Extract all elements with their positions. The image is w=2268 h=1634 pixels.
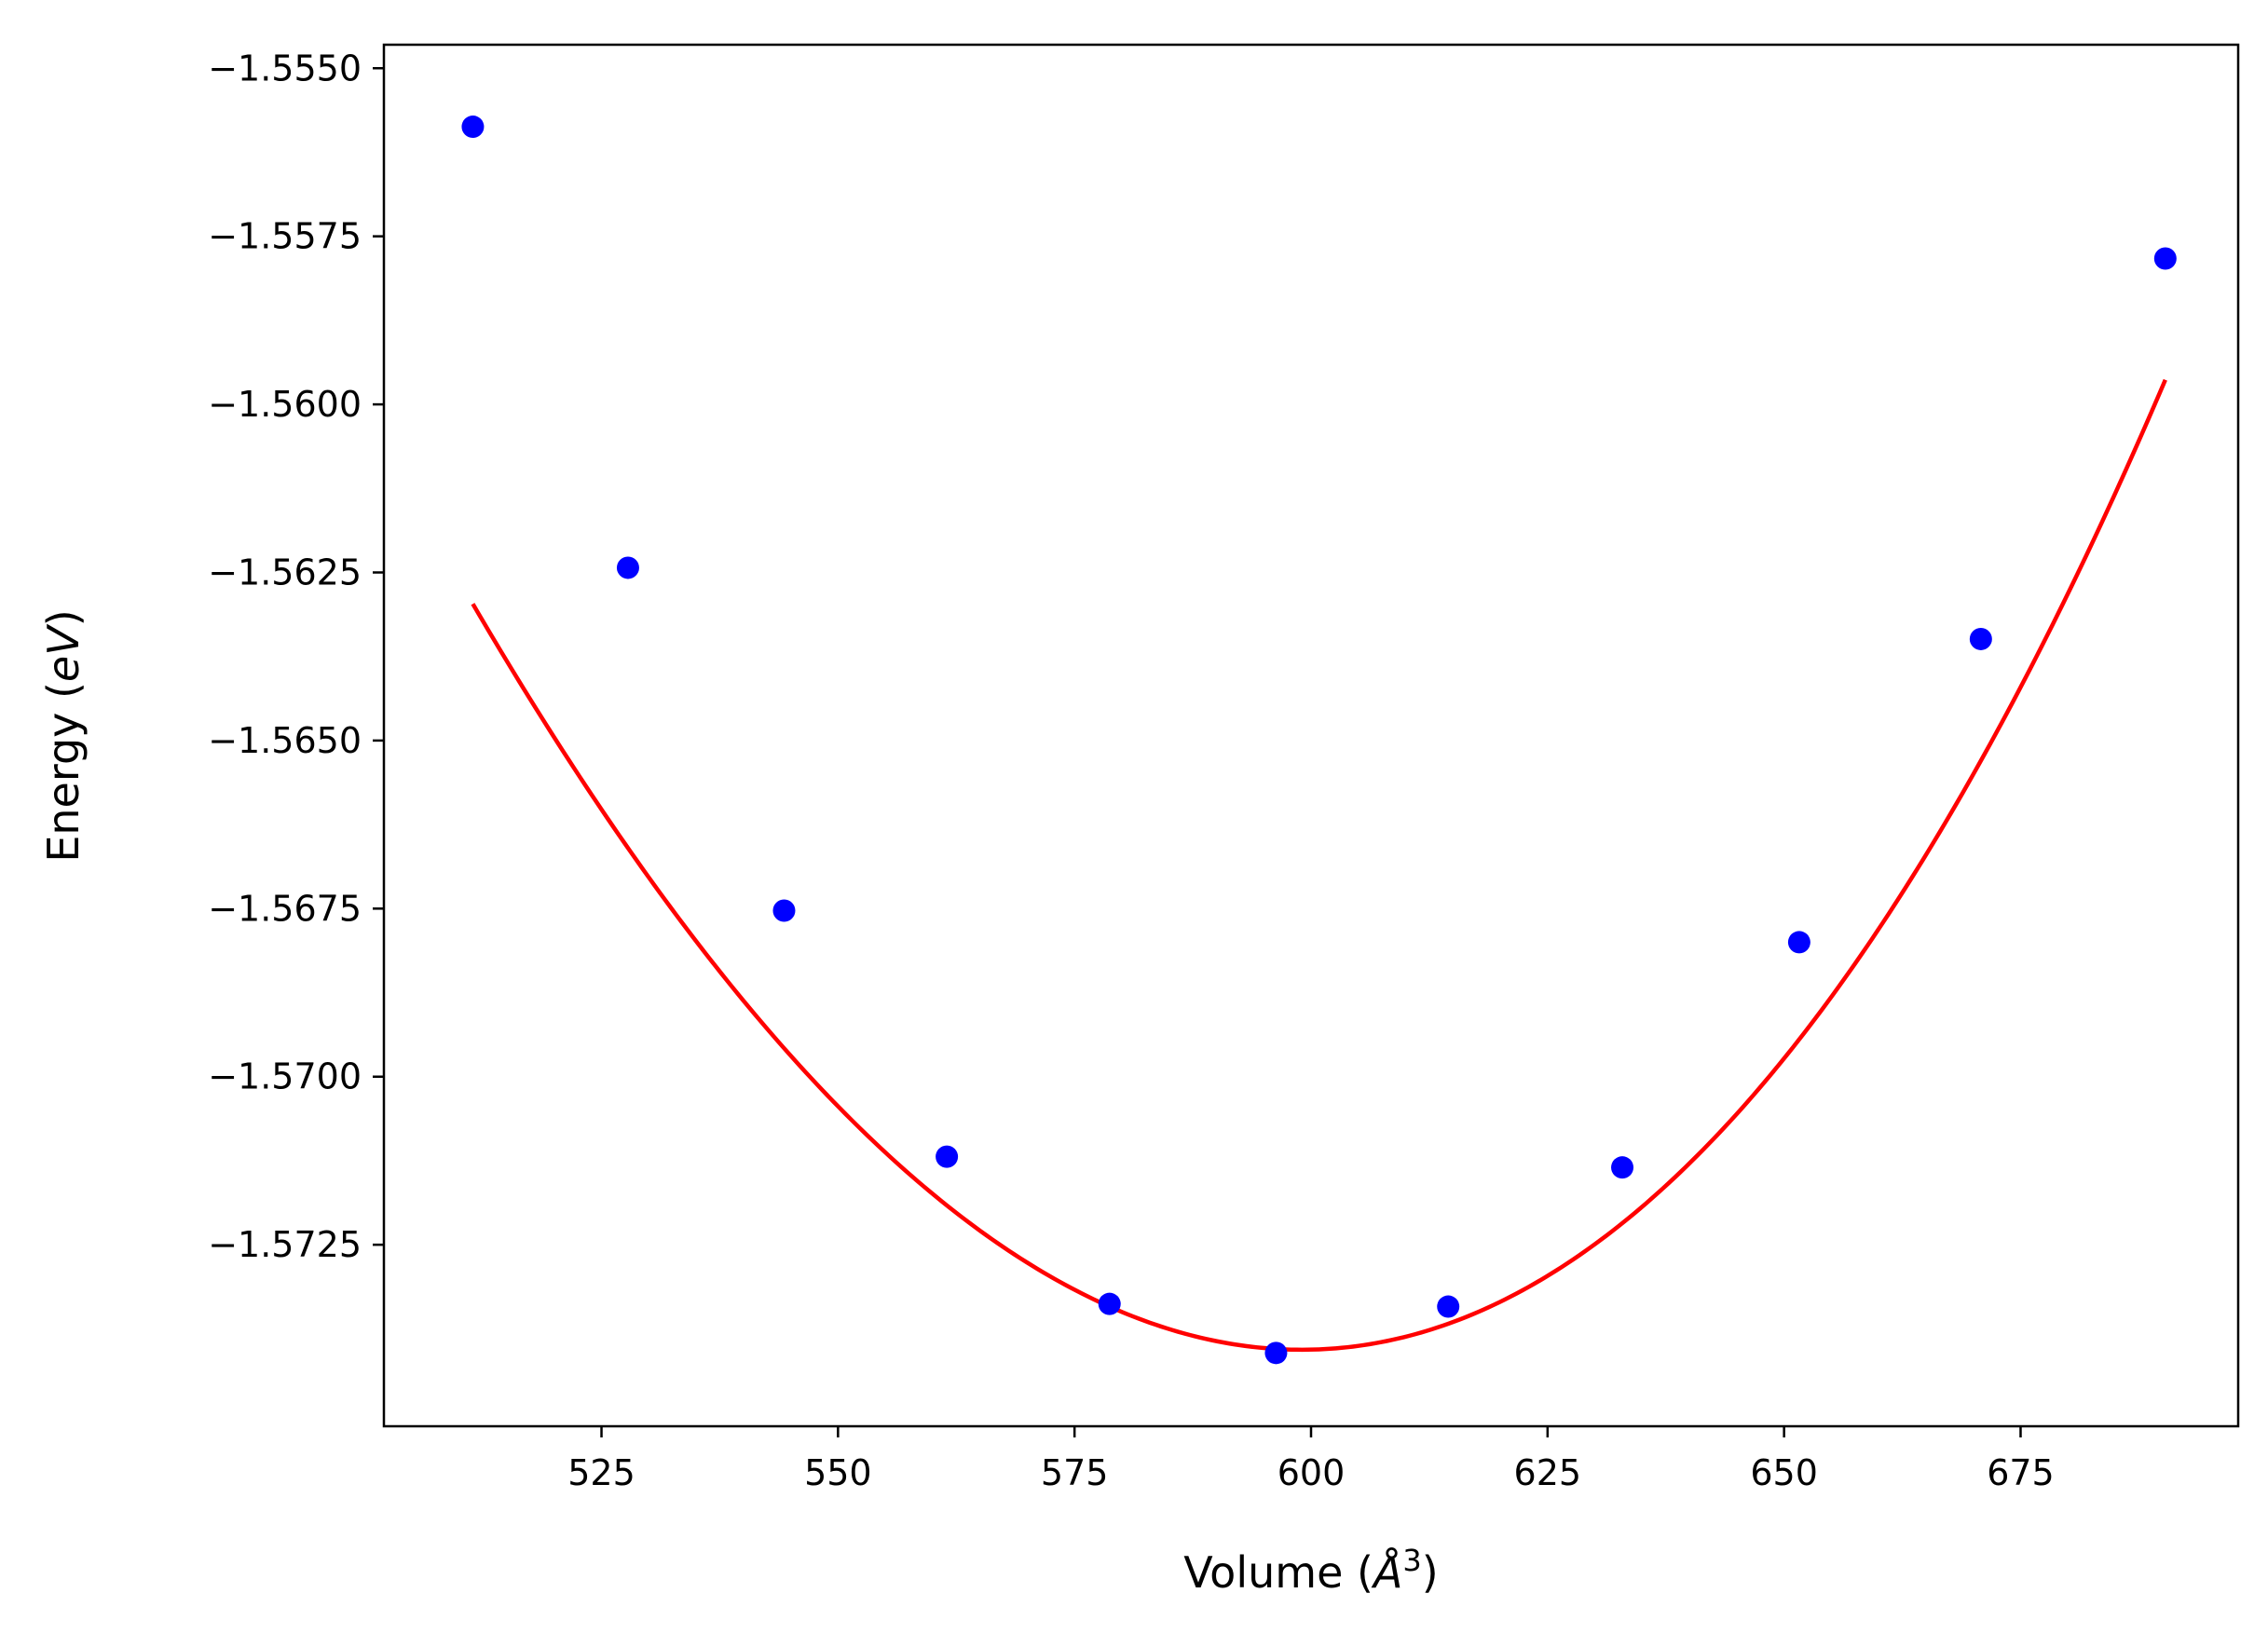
data-point xyxy=(616,556,639,579)
data-point xyxy=(1969,627,1992,650)
y-axis-ticks: −1.5550 −1.5575 −1.5600 −1.5625 −1.5650 −1.56… xyxy=(208,48,384,1265)
data-point xyxy=(461,116,485,139)
y-tick-label: −1.5650 xyxy=(208,720,362,761)
y-axis-label: Energy (eV) xyxy=(38,609,89,862)
x-axis-label: Volume (Å3) xyxy=(1183,1543,1438,1598)
data-point xyxy=(772,899,796,922)
y-tick-label: −1.5725 xyxy=(208,1224,362,1265)
fit-curve-line xyxy=(471,378,2167,1353)
y-tick-label: −1.5700 xyxy=(208,1056,362,1097)
data-point xyxy=(936,1145,959,1168)
data-points-layer xyxy=(461,116,2177,1365)
x-tick-label: 600 xyxy=(1277,1452,1346,1493)
x-tick-label: 625 xyxy=(1514,1452,1582,1493)
x-axis-ticks: 525 550 575 600 625 650 675 xyxy=(567,1426,2055,1493)
fit-curve-layer xyxy=(471,378,2167,1353)
x-tick-label: 650 xyxy=(1750,1452,1818,1493)
y-tick-label: −1.5550 xyxy=(208,48,362,89)
data-point xyxy=(1264,1341,1288,1365)
data-point xyxy=(1437,1295,1460,1318)
y-tick-label: −1.5675 xyxy=(208,888,362,929)
y-tick-label: −1.5625 xyxy=(208,551,362,592)
data-point xyxy=(1611,1156,1634,1179)
data-point xyxy=(1787,931,1810,954)
y-tick-label: −1.5600 xyxy=(208,384,362,425)
data-point xyxy=(1098,1292,1121,1315)
x-tick-label: 575 xyxy=(1041,1452,1109,1493)
x-tick-label: 525 xyxy=(567,1452,635,1493)
x-tick-label: 550 xyxy=(804,1452,872,1493)
y-tick-label: −1.5575 xyxy=(208,216,362,257)
data-point xyxy=(2153,247,2177,270)
x-tick-label: 675 xyxy=(1987,1452,2055,1493)
